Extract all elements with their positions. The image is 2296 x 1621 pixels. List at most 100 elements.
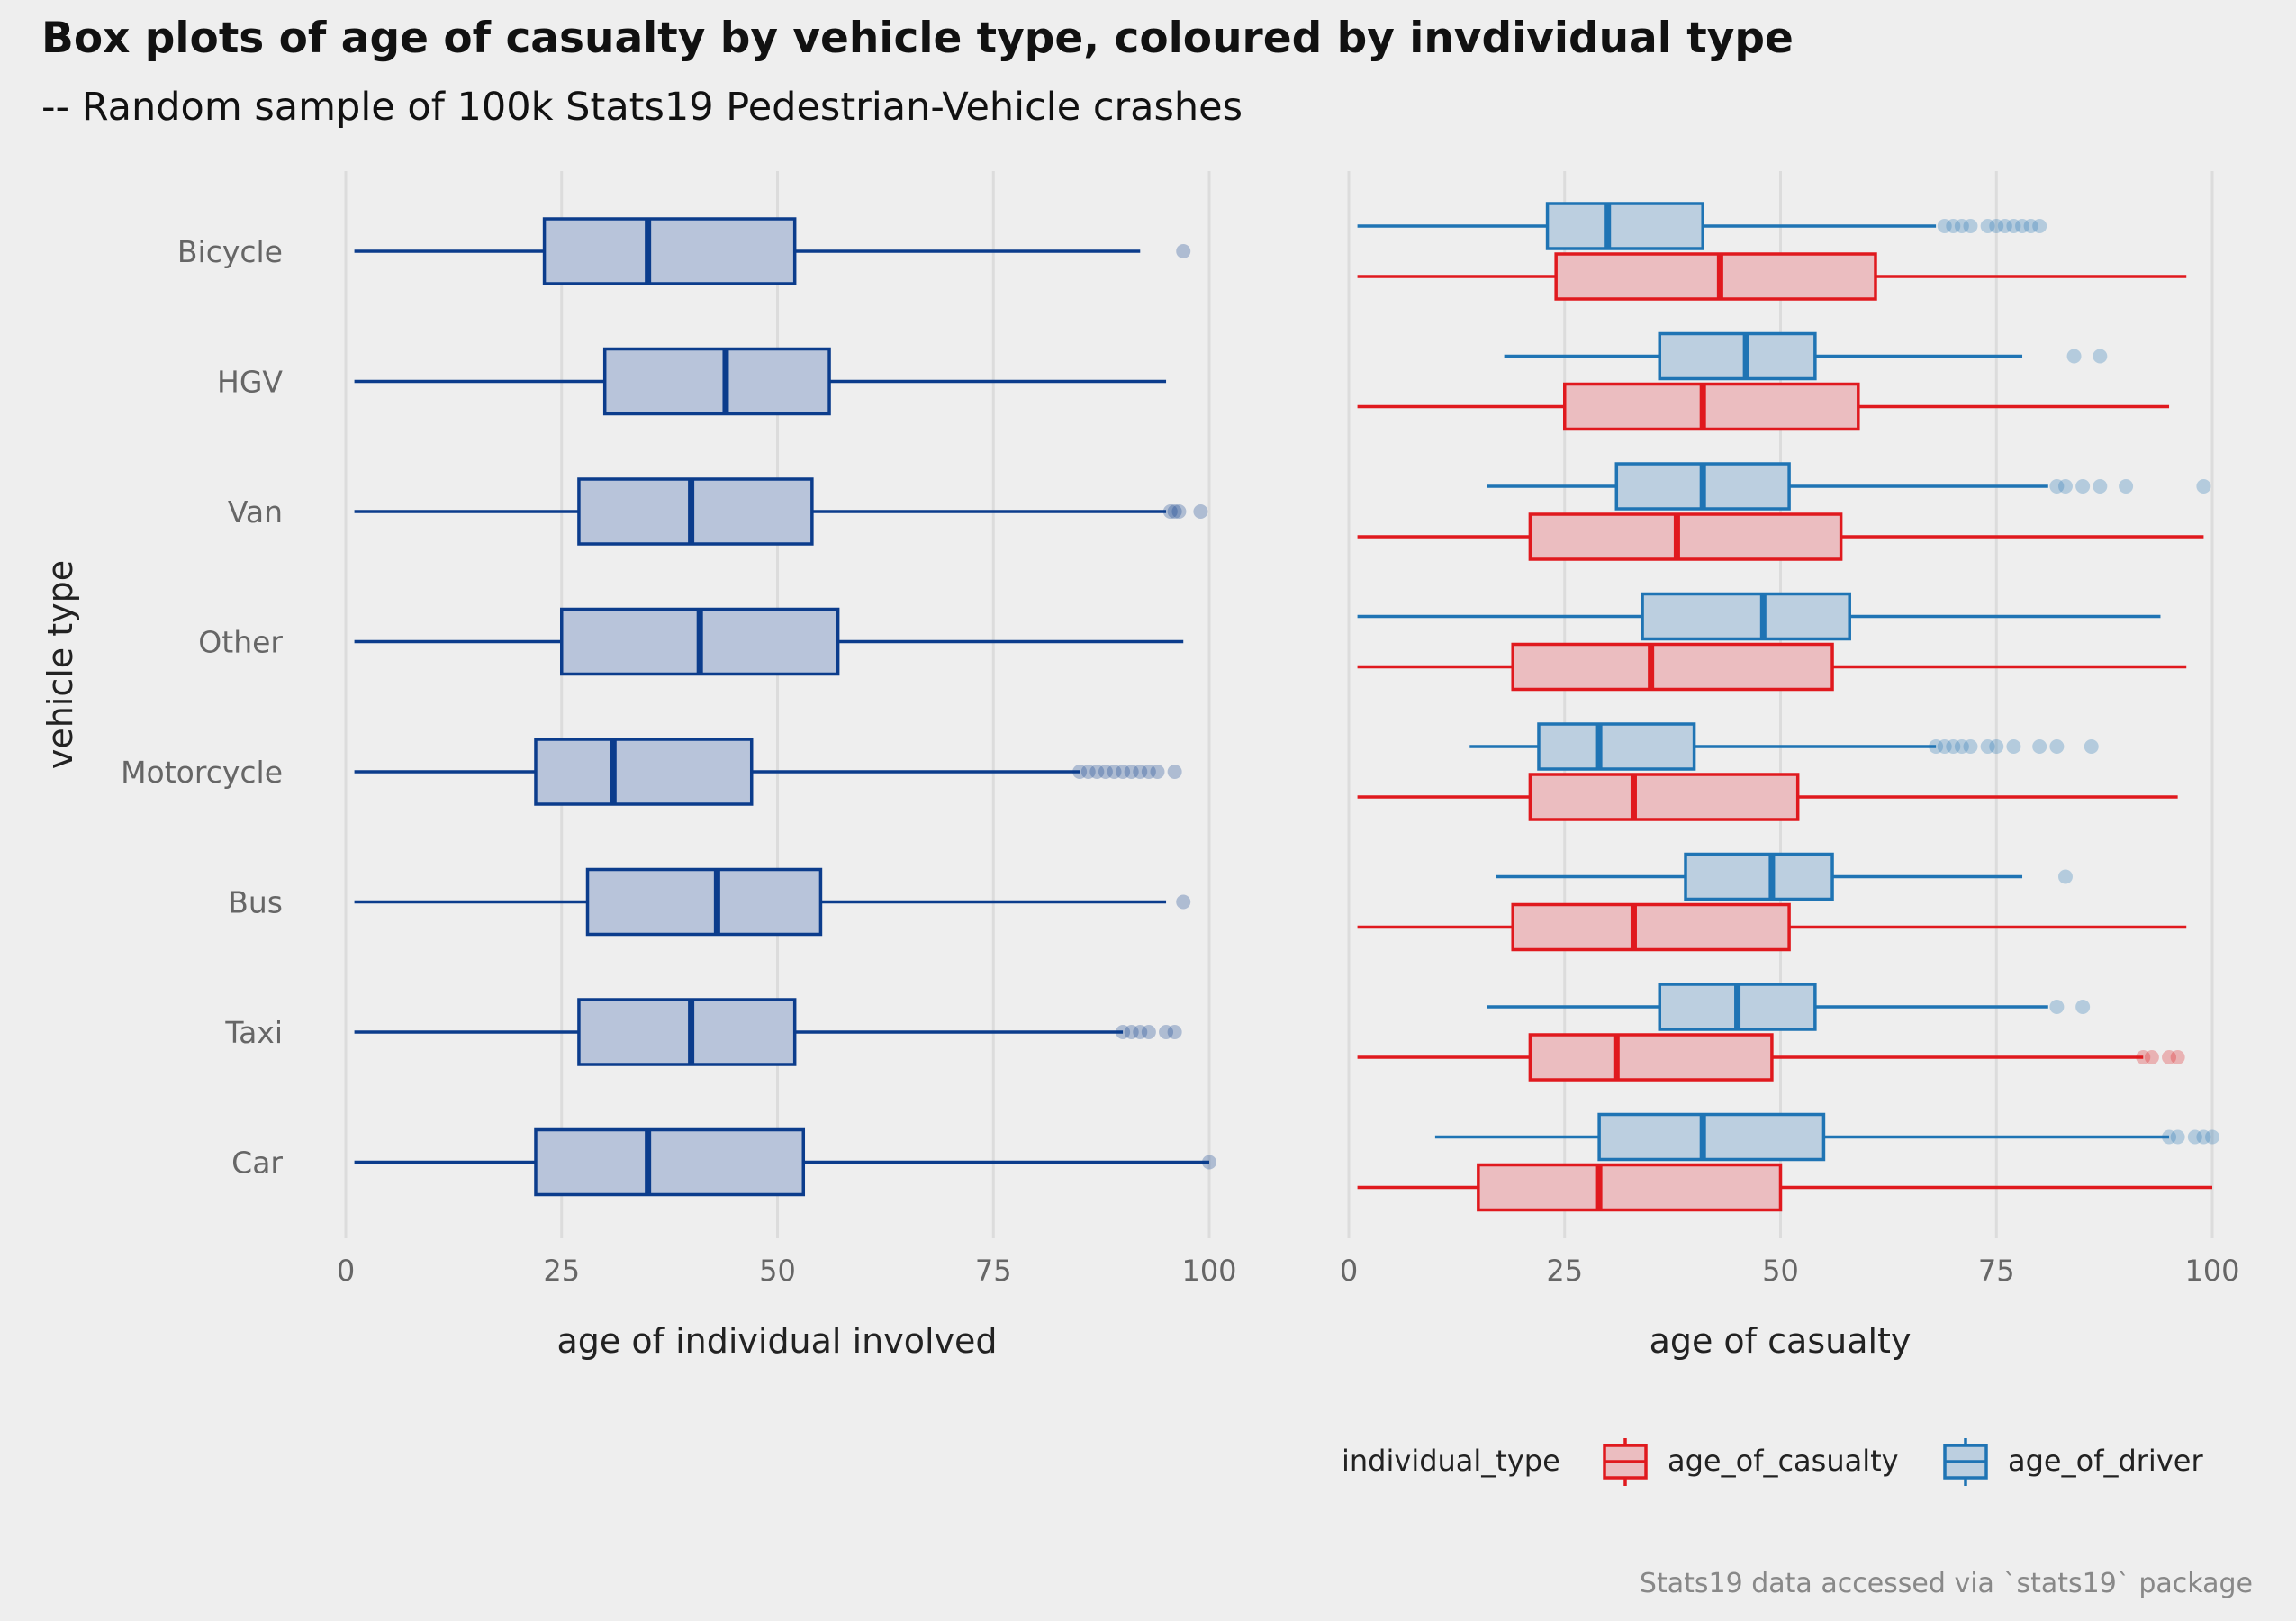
box-iqr: [1511, 902, 1791, 952]
outlier-point: [1141, 765, 1156, 779]
outlier-point: [1997, 219, 2012, 233]
outlier-point: [1150, 765, 1165, 779]
outlier-point: [1124, 765, 1139, 779]
x-tick-label: 50: [1762, 1254, 1799, 1288]
outlier-point: [2119, 479, 2134, 494]
outlier-point: [1080, 765, 1096, 779]
outlier-point: [1159, 1025, 1174, 1039]
outlier-point: [2162, 1050, 2177, 1064]
x-tick-label: 100: [1181, 1254, 1236, 1288]
outlier-point: [2023, 219, 2038, 233]
outlier-point: [2187, 1129, 2202, 1145]
outlier-point: [1116, 1025, 1131, 1039]
y-tick-label: Taxi: [224, 1015, 283, 1050]
outlier-point: [2196, 1129, 2211, 1145]
x-tick-label: 75: [1978, 1254, 2015, 1288]
y-tick-label: Car: [231, 1146, 283, 1181]
y-tick-label: HGV: [217, 365, 283, 400]
legend-key-driver: [1943, 1438, 1988, 1486]
outlier-point: [2196, 479, 2211, 494]
box-iqr: [1537, 722, 1696, 771]
outlier-point: [2032, 739, 2047, 754]
box-iqr: [1477, 1163, 1783, 1212]
box-iqr: [1554, 252, 1877, 301]
outlier-point: [1954, 219, 1969, 233]
x-tick-label: 0: [337, 1254, 355, 1288]
outlier-point: [2075, 1000, 2091, 1014]
outlier-point: [1167, 504, 1182, 519]
outlier-point: [1954, 739, 1969, 754]
x-tick-label: 25: [543, 1254, 580, 1288]
outlier-point: [2084, 739, 2099, 754]
outlier-point: [2032, 219, 2047, 233]
box-iqr: [1563, 382, 1860, 431]
outlier-point: [1124, 1025, 1139, 1039]
box-iqr: [585, 867, 823, 937]
outlier-point: [1937, 739, 1952, 754]
legend-title: individual_type: [1342, 1444, 1560, 1478]
box-iqr: [534, 1127, 806, 1197]
box-iqr: [1528, 512, 1843, 561]
y-tick-label: Other: [198, 625, 283, 660]
y-axis-label: vehicle type: [41, 560, 80, 769]
chart-caption: Stats19 data accessed via `stats19` pack…: [1640, 1568, 2253, 1599]
outlier-point: [1176, 244, 1191, 258]
outlier-point: [2066, 349, 2082, 364]
outlier-point: [2006, 219, 2021, 233]
y-tick-label: Van: [228, 494, 283, 530]
outlier-point: [1133, 765, 1148, 779]
x-axis-label-left: age of individual involved: [557, 1321, 998, 1361]
outlier-point: [1980, 739, 1995, 754]
outlier-point: [2006, 739, 2021, 754]
outlier-point: [1946, 219, 1961, 233]
box-iqr: [1545, 202, 1704, 250]
outlier-point: [1141, 1025, 1156, 1039]
outlier-point: [2015, 219, 2030, 233]
outlier-point: [1133, 1025, 1148, 1039]
outlier-point: [2057, 479, 2073, 494]
outlier-point: [1167, 765, 1182, 779]
box-iqr: [1511, 642, 1834, 692]
outlier-point: [2144, 1050, 2159, 1064]
outlier-point: [1963, 739, 1978, 754]
outlier-point: [2093, 349, 2108, 364]
outlier-point: [1202, 1155, 1216, 1170]
outlier-point: [1193, 504, 1208, 519]
outlier-point: [2205, 1129, 2219, 1145]
x-tick-label: 50: [759, 1254, 796, 1288]
outlier-point: [1980, 219, 1995, 233]
outlier-point: [1929, 739, 1944, 754]
outlier-point: [2057, 869, 2073, 884]
outlier-point: [1098, 765, 1113, 779]
legend-label-casualty: age_of_casualty: [1668, 1444, 1899, 1478]
outlier-point: [2049, 479, 2065, 494]
legend: individual_type age_of_casualty age_of_d…: [1342, 1438, 2203, 1486]
box-iqr: [1528, 773, 1800, 821]
box-iqr: [1684, 852, 1834, 901]
outlier-point: [2093, 479, 2108, 494]
box-iqr: [1658, 331, 1817, 381]
x-tick-label: 0: [1340, 1254, 1358, 1288]
outlier-point: [1989, 219, 2004, 233]
outlier-point: [1089, 765, 1105, 779]
outlier-point: [1989, 739, 2004, 754]
box-iqr: [534, 738, 754, 806]
outlier-point: [1116, 765, 1131, 779]
y-tick-label: Bus: [228, 885, 283, 920]
box-iqr: [602, 347, 831, 416]
outlier-point: [1963, 219, 1978, 233]
y-tick-label: Bicycle: [177, 234, 283, 269]
box-iqr: [577, 998, 797, 1066]
chart-title: Box plots of age of casualty by vehicle …: [41, 14, 1794, 63]
outlier-point: [2136, 1050, 2151, 1064]
outlier-point: [1176, 894, 1191, 910]
box-iqr: [1528, 1033, 1774, 1082]
outlier-point: [1107, 765, 1122, 779]
x-tick-label: 75: [975, 1254, 1012, 1288]
outlier-point: [1072, 765, 1088, 779]
outlier-point: [2170, 1050, 2185, 1064]
outlier-point: [1937, 219, 1952, 233]
